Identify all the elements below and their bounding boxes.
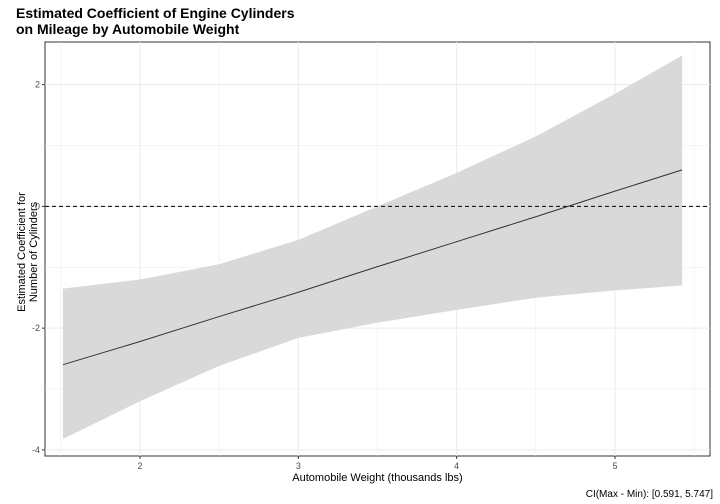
y-tick-label: -2 <box>32 323 40 333</box>
x-tick-label: 3 <box>296 461 301 471</box>
confidence-band <box>62 55 683 439</box>
x-tick-label: 2 <box>137 461 142 471</box>
y-axis-ticks: -4 -2 0 2 <box>32 80 45 455</box>
y-tick-label: -4 <box>32 445 40 455</box>
x-tick-label: 5 <box>612 461 617 471</box>
x-axis-ticks: 2 3 4 5 <box>137 456 618 471</box>
chart-title: Estimated Coefficient of Engine Cylinder… <box>16 5 295 37</box>
y-axis-label: Estimated Coefficient for Number of Cyli… <box>16 192 40 312</box>
x-axis-label: Automobile Weight (thousands lbs) <box>292 472 463 484</box>
ci-caption: CI(Max - Min): [0.591, 5.747] <box>585 489 713 500</box>
coefficient-line <box>62 169 683 366</box>
y-tick-label: 0 <box>35 201 40 211</box>
y-tick-label: 2 <box>35 80 40 90</box>
x-tick-label: 4 <box>454 461 459 471</box>
